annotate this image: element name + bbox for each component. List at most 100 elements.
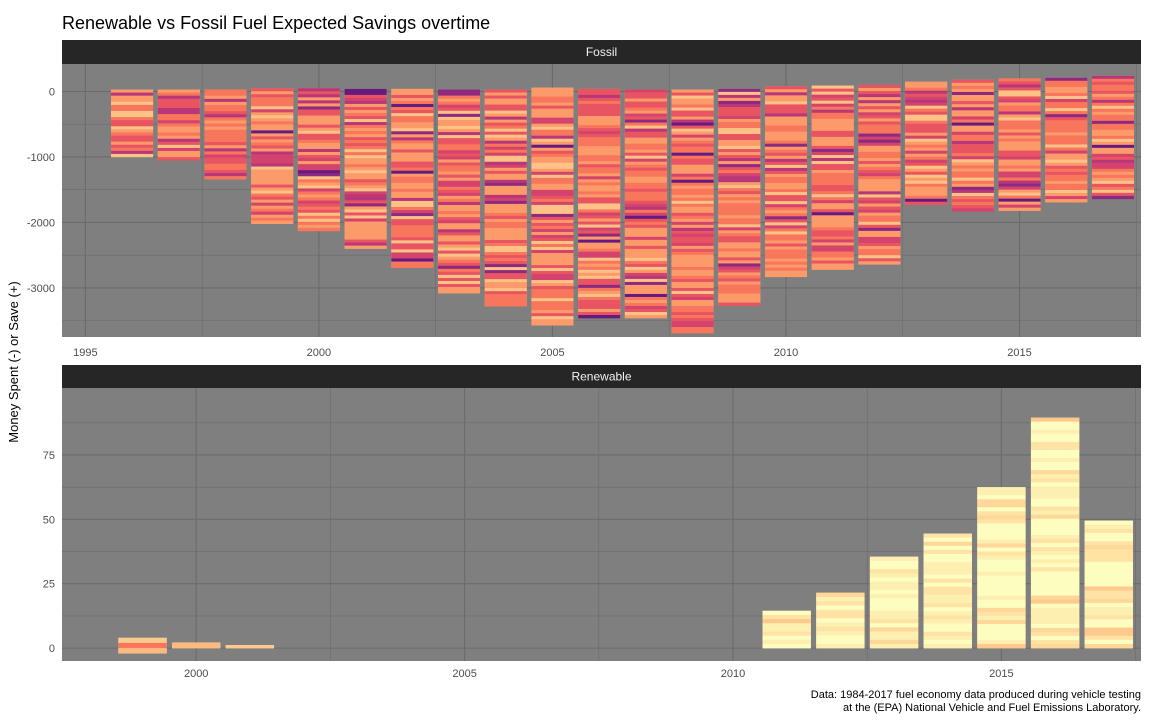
bar-segment (297, 142, 340, 147)
bar-segment (998, 135, 1041, 139)
bar-2014 (951, 79, 994, 212)
bar-segment (344, 221, 387, 225)
bar-segment (858, 203, 901, 207)
bar-segment (764, 249, 808, 253)
bar-segment (624, 113, 667, 117)
bar-segment (951, 107, 994, 111)
bar-segment (858, 215, 901, 220)
bar-segment (718, 155, 761, 159)
bar-segment (297, 151, 340, 156)
bar-segment (344, 239, 387, 243)
bar-segment (438, 226, 481, 230)
bar-segment (764, 134, 808, 138)
bar-segment (858, 142, 901, 147)
bar-segment (905, 120, 948, 125)
bar-segment (391, 176, 434, 181)
bar-segment (977, 575, 1026, 581)
bar-segment (764, 201, 808, 205)
bar-segment (858, 127, 901, 131)
bar-segment (531, 99, 574, 103)
bar-segment (624, 194, 667, 199)
bar-segment (811, 257, 854, 261)
bar-segment (438, 274, 481, 279)
bar-segment (977, 559, 1026, 564)
bar-segment (671, 321, 714, 325)
bar-segment (438, 223, 481, 227)
bar-segment (718, 221, 761, 225)
bar-segment (869, 639, 919, 645)
bar-segment (1091, 108, 1134, 113)
bar-segment (671, 290, 714, 295)
bar-1999 (251, 88, 294, 225)
bar-segment (1045, 86, 1088, 91)
bar-segment (923, 611, 972, 616)
bar-segment (762, 623, 811, 628)
bar-segment (344, 94, 387, 99)
y-tick-label: 0 (49, 86, 55, 98)
bar-segment (391, 110, 434, 114)
bar-segment (438, 217, 481, 221)
bar-segment (438, 201, 481, 206)
bar-segment (923, 594, 972, 600)
bar-segment (951, 95, 994, 99)
bar-segment (923, 599, 972, 604)
bar-segment (344, 203, 387, 207)
bar-segment (344, 155, 387, 159)
bar-segment (977, 644, 1026, 649)
bar-segment (204, 139, 247, 143)
bar-segment (438, 180, 481, 185)
bar-segment (157, 157, 200, 161)
bar-segment (484, 173, 527, 178)
bar-segment (998, 120, 1041, 124)
bar-segment (816, 618, 865, 623)
bar-segment (531, 295, 574, 299)
bar-segment (251, 211, 294, 216)
bar-segment (764, 216, 808, 220)
bar-segment (762, 610, 811, 616)
bar-segment (344, 224, 387, 228)
bar-segment (1091, 195, 1134, 200)
bar-segment (251, 184, 294, 188)
bar-segment (251, 124, 294, 128)
bar-segment (951, 79, 994, 84)
panel-fossil: Fossil 1995 2000 2005 2010 2015 0 -1000 -2000 -30… (27, 40, 1141, 359)
bar-segment (531, 105, 574, 109)
bar-segment (1030, 445, 1080, 451)
bar-segment (624, 224, 667, 229)
bar-segment (438, 247, 481, 251)
bar-segment (1030, 567, 1080, 572)
bar-segment (811, 136, 854, 141)
bar-segment (718, 269, 761, 273)
bar-segment (391, 246, 434, 250)
bar-segment (484, 155, 527, 160)
bar-segment (1045, 199, 1088, 203)
bar-segment (811, 170, 854, 174)
bar-segment (157, 120, 200, 124)
bar-segment (484, 179, 527, 184)
bar-segment (671, 134, 714, 138)
bar-segment (951, 183, 994, 188)
bar-segment (391, 264, 434, 268)
bar-segment (905, 81, 948, 85)
bar-segment (578, 161, 621, 165)
bar-segment (811, 151, 854, 156)
bar-segment (718, 206, 761, 210)
bar-segment (869, 631, 919, 636)
bar-segment (111, 107, 154, 112)
bar-segment (1030, 522, 1080, 528)
bar-segment (438, 119, 481, 124)
bar-segment (531, 225, 574, 230)
bar-segment (484, 113, 527, 117)
bar-segment (531, 204, 574, 209)
bar-segment (923, 635, 972, 641)
bar-segment (1030, 534, 1080, 540)
bar-segment (438, 98, 481, 102)
bar-segment (718, 182, 761, 186)
bar-segment (391, 210, 434, 214)
bar-segment (718, 179, 761, 183)
bar-segment (1030, 547, 1080, 552)
bar-segment (484, 152, 527, 157)
bar-segment (998, 195, 1041, 199)
bar-segment (531, 159, 574, 164)
bar-segment (869, 573, 919, 578)
